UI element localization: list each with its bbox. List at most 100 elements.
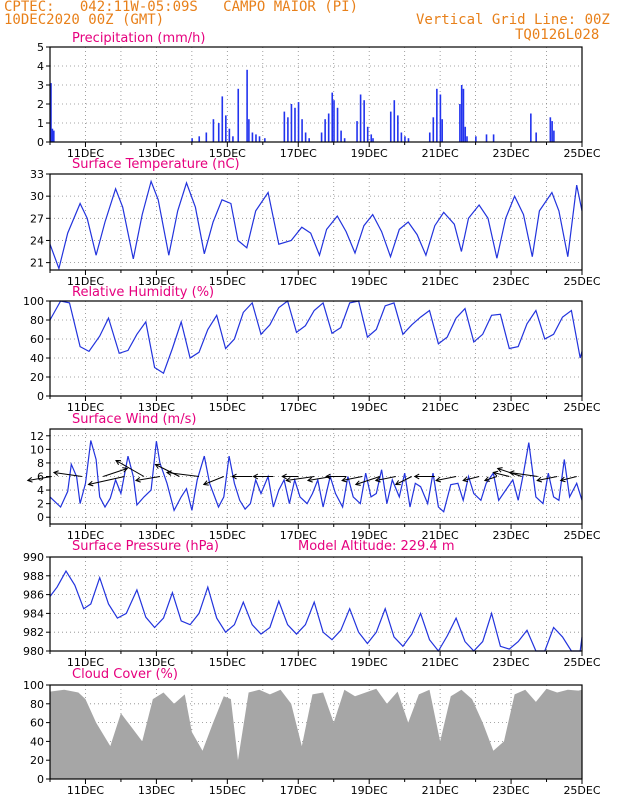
y-tick-label: 80 — [30, 314, 44, 327]
y-tick-label: 4 — [37, 484, 44, 497]
wind-arrow — [53, 472, 82, 477]
x-tick-label: 17DEC — [280, 784, 317, 797]
precip-bar — [333, 100, 335, 142]
y-tick-label: 2 — [37, 498, 44, 511]
precip-bar — [462, 88, 465, 142]
wind-arrow-head — [325, 473, 331, 480]
x-tick-label: 25DEC — [563, 784, 600, 797]
precip-bar — [372, 138, 374, 142]
precip-bar — [304, 132, 307, 142]
x-tick-label: 17DEC — [280, 275, 317, 288]
wind-arrow — [103, 468, 128, 477]
y-tick-label: 100 — [23, 295, 44, 308]
wind-arrow — [286, 476, 315, 481]
precip-bar — [198, 136, 201, 142]
precip-bar — [460, 85, 463, 142]
precip-bar — [297, 102, 300, 142]
precip-bar — [258, 136, 261, 142]
y-tick-label: 6 — [37, 471, 44, 484]
precip-bar — [251, 132, 254, 142]
wind-arrow-head — [122, 467, 129, 473]
wind-arrow-head — [306, 477, 313, 483]
wind-arrow-head — [394, 480, 401, 486]
x-tick-label: 13DEC — [138, 784, 175, 797]
wind-arrow-head — [508, 470, 515, 476]
y-tick-label: 24 — [30, 234, 44, 247]
precip-bar — [530, 113, 532, 142]
y-tick-label: 980 — [23, 645, 44, 658]
x-tick-label: 21DEC — [422, 784, 459, 797]
wind-arrow — [509, 472, 538, 477]
x-tick-label: 15DEC — [209, 401, 246, 414]
precip-bar — [324, 119, 326, 142]
precip-bar — [212, 119, 215, 142]
wind-arrow — [155, 464, 180, 477]
wind-arrow — [88, 476, 125, 485]
precip-bar — [370, 134, 373, 142]
y-tick-label: 982 — [23, 626, 44, 639]
precip-bar — [248, 119, 250, 142]
y-tick-label: 27 — [30, 212, 44, 225]
surface-wind-line — [49, 440, 583, 513]
x-tick-label: 21DEC — [422, 529, 459, 542]
wind-arrow — [27, 476, 52, 481]
y-tick-label: 20 — [30, 754, 44, 767]
y-tick-label: 0 — [37, 136, 44, 149]
panel-title: Surface Wind (m/s) — [72, 412, 196, 427]
header-date: 10DEC2020 00Z (GMT) — [4, 12, 165, 28]
x-tick-label: 19DEC — [351, 147, 388, 160]
x-tick-label: 15DEC — [209, 529, 246, 542]
x-tick-label: 17DEC — [280, 401, 317, 414]
y-tick-label: 3 — [37, 79, 44, 92]
precip-bar — [232, 136, 234, 142]
y-tick-label: 40 — [30, 735, 44, 748]
precip-bar — [191, 138, 193, 142]
wind-arrow-head — [559, 476, 566, 483]
x-tick-label: 11DEC — [67, 529, 104, 542]
y-tick-label: 21 — [30, 257, 44, 270]
x-tick-label: 11DEC — [67, 401, 104, 414]
precip-bar — [255, 134, 257, 142]
precip-bar — [50, 83, 52, 142]
x-tick-label: 11DEC — [67, 147, 104, 160]
precip-bar — [551, 121, 553, 142]
y-tick-label: 12 — [30, 430, 44, 443]
x-tick-label: 23DEC — [493, 275, 530, 288]
wind-arrow — [203, 476, 224, 485]
x-tick-label: 15DEC — [209, 656, 246, 669]
panel-frame — [49, 300, 583, 397]
y-tick-label: 0 — [37, 390, 44, 403]
precip-bar — [283, 111, 286, 142]
precip-bar — [359, 94, 362, 142]
y-tick-label: 40 — [30, 352, 44, 365]
y-tick-label: 5 — [37, 41, 44, 54]
panel-frame — [49, 173, 583, 271]
y-tick-label: 1 — [37, 117, 44, 130]
wind-arrow-head — [462, 476, 469, 483]
precip-bar — [53, 130, 55, 142]
header-grid-note: Vertical Grid Line: 00Z — [416, 12, 610, 28]
panel-title: Cloud Cover (%) — [72, 667, 178, 682]
wind-arrow — [342, 476, 363, 481]
precip-bar — [400, 132, 403, 142]
x-tick-label: 21DEC — [422, 147, 459, 160]
y-tick-label: 100 — [23, 679, 44, 692]
x-tick-label: 19DEC — [351, 784, 388, 797]
precip-bar — [439, 94, 442, 142]
wind-arrow-head — [231, 473, 237, 480]
precip-bar — [432, 117, 435, 142]
x-tick-label: 13DEC — [138, 656, 175, 669]
surface-temperature-line — [49, 179, 583, 271]
precip-bar — [308, 138, 310, 142]
y-tick-label: 60 — [30, 333, 44, 346]
relative-humidity-line — [49, 299, 583, 375]
precip-bar — [225, 115, 227, 142]
precip-bar — [336, 107, 339, 142]
x-tick-label: 25DEC — [563, 529, 600, 542]
wind-arrow-head — [492, 470, 499, 477]
wind-arrow — [463, 476, 480, 481]
precip-bar — [237, 88, 240, 142]
x-tick-label: 15DEC — [209, 275, 246, 288]
precip-bar — [535, 132, 537, 142]
